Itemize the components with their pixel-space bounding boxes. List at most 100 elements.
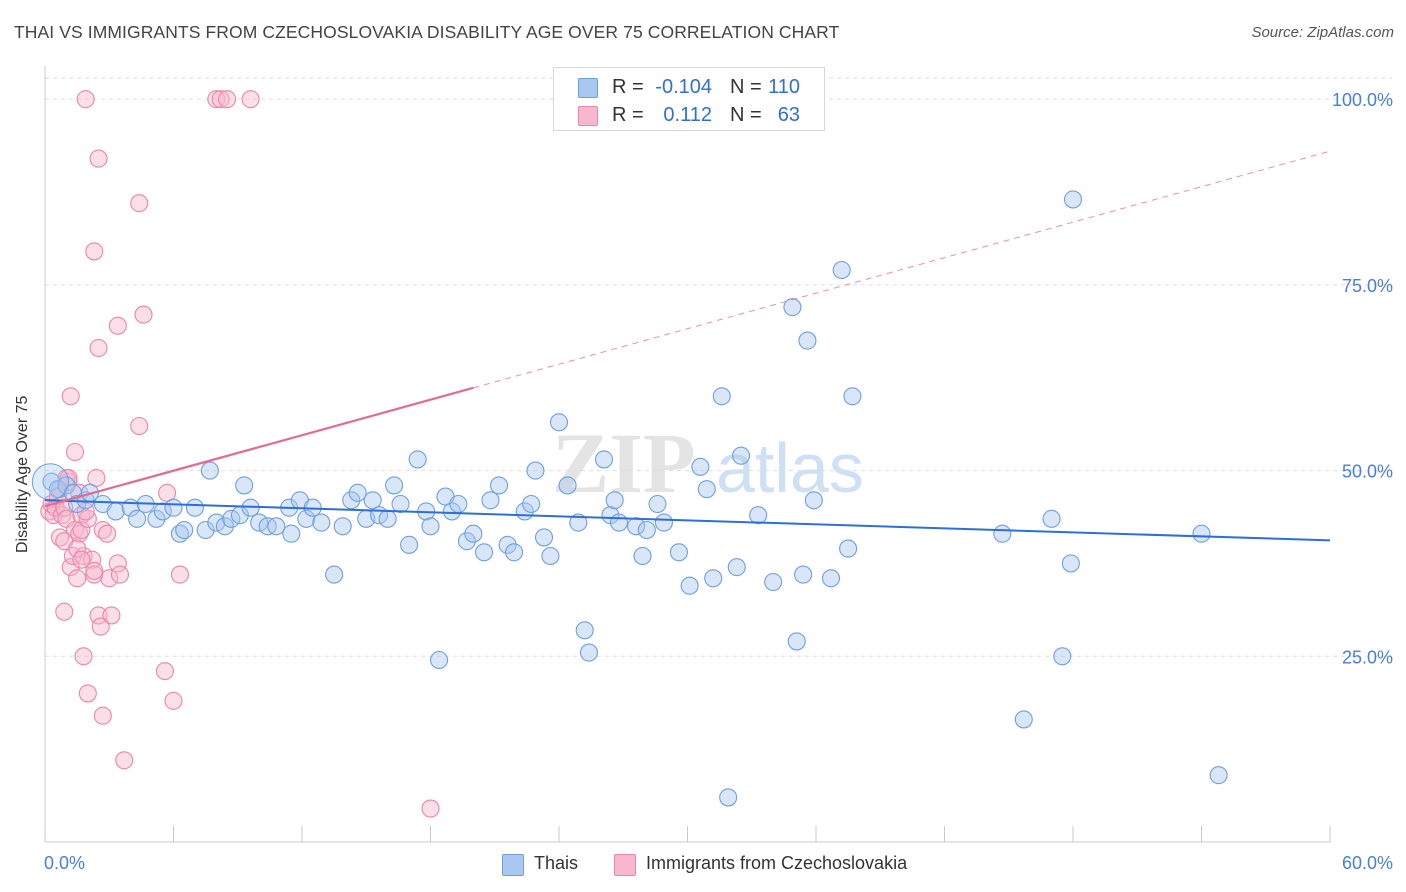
thais-point [498, 535, 517, 554]
czechoslovakia-point [89, 149, 108, 168]
czechoslovakia-point [110, 565, 130, 584]
czechoslovakia-point [108, 316, 127, 335]
n-label: N = [730, 104, 762, 126]
czechoslovakia-point [155, 662, 174, 681]
thais-point [222, 509, 241, 528]
thais-point [57, 476, 76, 495]
thais-point [534, 528, 554, 547]
chart-title: THAI VS IMMIGRANTS FROM CZECHOSLOVAKIA D… [14, 22, 840, 42]
thais-point [749, 506, 768, 525]
n-value: 63 [777, 104, 800, 126]
thais-point [1042, 509, 1061, 528]
thais-point [68, 494, 87, 514]
czechoslovakia-point [61, 558, 80, 577]
thais-point [385, 476, 404, 495]
thais-point [526, 461, 545, 480]
legend-row-czechoslovakia: R = 0.112 N = 63 [554, 100, 824, 128]
thais-point [421, 517, 440, 536]
thais-point [794, 565, 813, 584]
thais-point [712, 387, 731, 406]
thais-point [727, 558, 746, 577]
thais-point [594, 450, 614, 469]
thais-point [764, 572, 783, 592]
thais-point [704, 569, 723, 588]
czechoslovakia-point [68, 539, 87, 558]
thais-point [325, 565, 344, 584]
thais-point [464, 524, 483, 543]
czechoslovakia-point [164, 691, 183, 710]
czechoslovakia-point [89, 606, 108, 625]
czechoslovakia-point [421, 799, 440, 818]
czechoslovakia-point [61, 387, 80, 406]
thais-point [843, 387, 862, 406]
r-value: -0.104 [655, 76, 712, 98]
thais-point [235, 476, 254, 495]
thais-point [1209, 766, 1228, 785]
thais-point [804, 491, 823, 510]
thais-point [654, 513, 673, 532]
thais-point [106, 502, 125, 521]
thais-point [282, 524, 301, 543]
thais-point [1014, 710, 1033, 729]
thais-point [42, 472, 61, 491]
correlation-legend: R = -0.104 N = 110 R = 0.112 N = 63 [553, 67, 825, 131]
czechoslovakia-point [217, 90, 237, 109]
czechoslovakia-point [83, 550, 102, 569]
thais-trend-line [44, 499, 1331, 542]
thais-point [457, 532, 476, 551]
thais-point [185, 498, 204, 517]
r-label: R = [612, 76, 644, 98]
thais-point [787, 632, 806, 651]
thais-point [215, 517, 234, 536]
thais-point [731, 446, 751, 465]
watermark-atlas: atlas [716, 429, 864, 507]
thais-point [267, 517, 286, 536]
thais-point [164, 498, 183, 517]
thais-points [31, 190, 1228, 807]
y-tick-label: 25.0% [1342, 647, 1393, 667]
watermark-zip: ZIP [552, 415, 695, 511]
czechoslovakia-point [102, 606, 121, 625]
czechoslovakia-point [78, 684, 97, 703]
legend-swatch-pink [578, 106, 598, 126]
czechoslovakia-trend-extension [473, 150, 1331, 389]
czechoslovakia-point [241, 90, 260, 109]
thais-point [522, 494, 541, 514]
thais-point [504, 543, 524, 562]
thais-point [1053, 647, 1072, 666]
r-value: 0.112 [663, 104, 712, 126]
thais-point [400, 535, 419, 554]
thais-point [481, 491, 500, 510]
czechoslovakia-point [85, 561, 104, 580]
thais-point [297, 509, 316, 528]
thais-point [348, 483, 367, 502]
czechoslovakia-points [40, 90, 440, 818]
thais-point [839, 539, 858, 558]
thais-point [575, 621, 594, 640]
r-label: R = [612, 104, 644, 126]
czechoslovakia-point [91, 617, 110, 636]
czechoslovakia-point [130, 416, 149, 436]
czechoslovakia-point [170, 565, 189, 584]
thais-point [719, 788, 738, 807]
thais-point [200, 461, 219, 480]
thais-point [196, 520, 215, 540]
thais-point [691, 457, 710, 476]
thais-point [783, 298, 802, 317]
thais-point [558, 476, 577, 495]
czechoslovakia-point [89, 338, 108, 358]
trend-lines [44, 150, 1331, 542]
thais-point-cluster [31, 463, 69, 501]
thais-point [378, 509, 397, 528]
series-legend: Thais Immigrants from Czechoslovakia [0, 852, 1406, 878]
thais-point [569, 513, 588, 532]
thais-point [605, 491, 624, 510]
thais-point [697, 480, 716, 499]
grid-lines [45, 77, 1392, 657]
legend-label-thais: Thais [534, 853, 579, 873]
thais-point [609, 513, 629, 532]
czechoslovakia-point [55, 602, 74, 621]
n-label: N = [730, 76, 762, 98]
x-tick-label: 0.0% [44, 853, 85, 873]
